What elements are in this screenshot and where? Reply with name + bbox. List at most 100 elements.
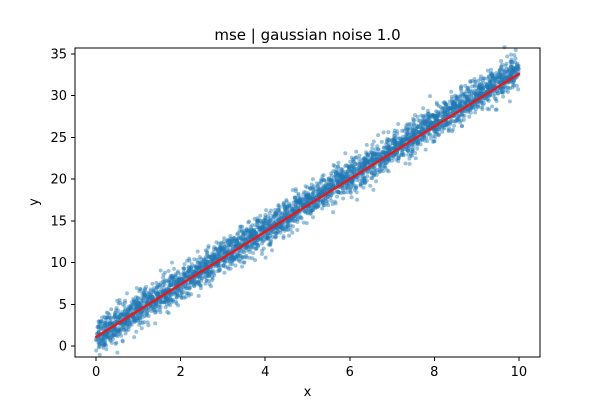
scatter-point	[263, 216, 268, 221]
scatter-point	[382, 160, 386, 165]
scatter-point	[228, 256, 233, 261]
scatter-point	[512, 53, 517, 58]
scatter-point	[136, 300, 141, 305]
scatter-point	[185, 269, 190, 273]
scatter-point	[170, 260, 174, 265]
scatter-point	[260, 252, 264, 256]
scatter-point	[178, 277, 183, 282]
scatter-point	[107, 315, 112, 320]
scatter-point	[129, 320, 134, 325]
scatter-point	[183, 273, 188, 278]
scatter-point	[137, 302, 142, 307]
scatter-point	[141, 291, 146, 296]
scatter-point	[261, 224, 266, 229]
scatter-point	[230, 244, 235, 249]
scatter-point	[125, 322, 129, 327]
scatter-point	[231, 246, 236, 251]
scatter-point	[185, 270, 190, 275]
scatter-point	[507, 99, 512, 104]
scatter-point	[197, 265, 202, 270]
scatter-point	[202, 257, 207, 262]
scatter-point	[220, 248, 224, 253]
x-tick-label: 10	[511, 365, 528, 380]
scatter-point	[151, 306, 156, 311]
scatter-point	[258, 226, 262, 231]
scatter-point	[233, 243, 238, 248]
scatter-point	[206, 273, 211, 278]
scatter-point	[209, 284, 213, 289]
scatter-point	[245, 237, 250, 242]
scatter-point	[201, 257, 206, 262]
scatter-point	[115, 334, 120, 339]
scatter-point	[140, 315, 145, 320]
scatter-point	[175, 291, 180, 296]
scatter-point	[319, 191, 324, 195]
scatter-point	[222, 251, 227, 255]
scatter-point	[422, 114, 427, 119]
scatter-point	[371, 150, 376, 155]
scatter-point	[94, 348, 99, 353]
scatter-point	[401, 152, 406, 157]
scatter-point	[432, 139, 437, 144]
scatter-point	[238, 234, 243, 239]
scatter-point	[188, 285, 192, 290]
scatter-point	[159, 299, 164, 303]
scatter-point	[123, 331, 128, 336]
scatter-point	[215, 254, 220, 259]
scatter-point	[144, 294, 149, 299]
scatter-point	[287, 209, 292, 214]
scatter-point	[249, 244, 254, 249]
scatter-point	[105, 332, 110, 337]
scatter-point	[234, 242, 239, 247]
scatter-point	[112, 314, 117, 319]
scatter-point	[230, 254, 235, 258]
scatter-point	[202, 260, 207, 265]
scatter-point	[255, 218, 260, 223]
scatter-point	[248, 233, 253, 238]
scatter-point	[233, 243, 238, 248]
scatter-point	[218, 248, 223, 253]
scatter-point	[147, 305, 151, 310]
scatter-point	[147, 292, 152, 297]
scatter-point	[156, 291, 161, 296]
scatter-point	[309, 182, 314, 187]
scatter-point	[500, 62, 505, 67]
scatter-point	[245, 237, 250, 242]
scatter-point	[278, 210, 282, 215]
scatter-point	[274, 234, 279, 239]
scatter-point	[115, 329, 119, 334]
scatter-point	[235, 236, 240, 241]
scatter-point	[241, 246, 246, 251]
scatter-point	[132, 318, 137, 323]
scatter-point	[96, 324, 101, 329]
scatter-point	[341, 170, 345, 175]
scatter-point	[203, 259, 208, 264]
scatter-point	[232, 255, 236, 260]
y-axis-ticks: 0 5 10 15 20 25 30 35	[50, 47, 75, 355]
scatter-point	[108, 336, 112, 341]
scatter-point	[160, 289, 165, 294]
scatter-point	[169, 282, 173, 287]
scatter-point	[238, 225, 243, 229]
scatter-point	[245, 236, 250, 241]
scatter-point	[212, 253, 217, 258]
scatter-point	[107, 337, 112, 342]
scatter-point	[176, 280, 181, 285]
scatter-point	[101, 339, 106, 344]
scatter-point	[101, 334, 106, 339]
scatter-point	[260, 228, 265, 232]
scatter-point	[97, 322, 102, 327]
scatter-point	[126, 308, 131, 313]
scatter-point	[256, 224, 261, 229]
scatter-point	[109, 307, 114, 312]
scatter-point	[124, 321, 129, 326]
scatter-point	[428, 94, 432, 99]
scatter-point	[172, 279, 176, 284]
scatter-point	[182, 275, 187, 280]
scatter-point	[218, 245, 222, 250]
scatter-point	[189, 265, 193, 270]
scatter-point	[502, 45, 507, 50]
scatter-point	[187, 266, 192, 271]
scatter-point	[234, 255, 238, 259]
